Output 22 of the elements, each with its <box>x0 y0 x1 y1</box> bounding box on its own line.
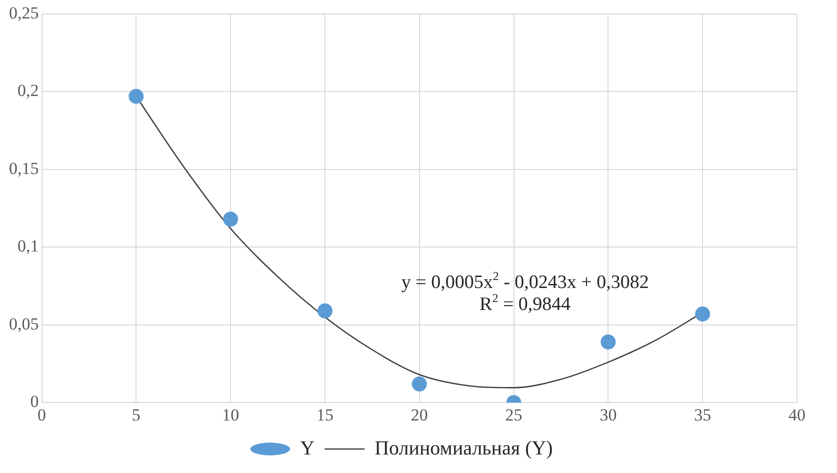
y-tick-label: 0,15 <box>9 158 39 178</box>
x-tick-label: 25 <box>505 405 522 424</box>
y-tick-label: 0,1 <box>18 236 39 256</box>
point <box>128 88 144 104</box>
point <box>223 212 238 227</box>
legend-label: Полиномиальная (Y) <box>374 437 553 460</box>
point <box>600 334 616 350</box>
x-tick-label: 5 <box>132 405 140 424</box>
y-tick-label: 0 <box>30 392 39 412</box>
point <box>695 306 710 322</box>
x-tick-label: 30 <box>600 405 617 424</box>
x-tick-label: 35 <box>694 405 712 424</box>
y-tick-label: 0,25 <box>9 3 39 22</box>
legend-label: Y <box>300 437 315 460</box>
x-tick-label: 20 <box>410 405 428 424</box>
y-tick-label: 0,2 <box>18 81 39 100</box>
y-tick-label: 0,05 <box>9 314 39 334</box>
x-tick-label: 10 <box>222 405 240 424</box>
point <box>412 376 427 392</box>
x-tick-label: 40 <box>788 405 806 424</box>
point <box>317 303 332 318</box>
x-tick-label: 15 <box>316 405 334 424</box>
